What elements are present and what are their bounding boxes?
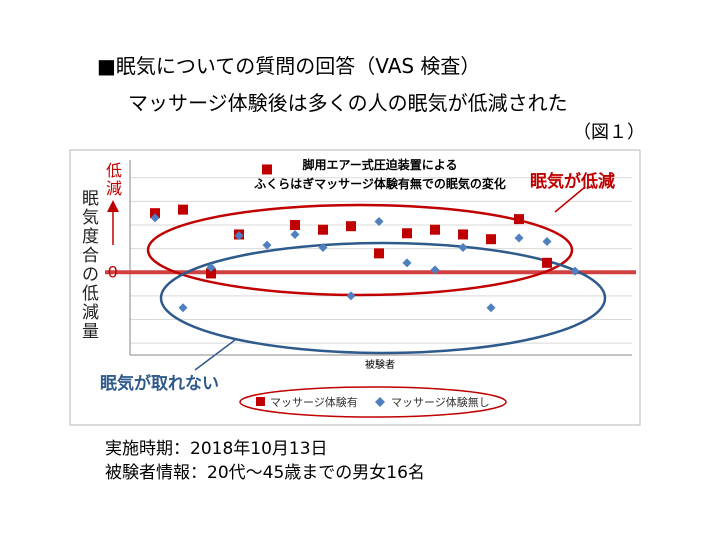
point-massage-without bbox=[262, 240, 272, 250]
point-massage-with bbox=[290, 220, 300, 230]
legend-label-with: マッサージ体験有 bbox=[270, 395, 358, 409]
chart-title-line-2: ふくらはぎマッサージ体験有無での眠気の変化 bbox=[254, 176, 506, 191]
point-massage-with bbox=[178, 204, 188, 215]
point-massage-without bbox=[514, 233, 524, 243]
positive-annotation: 眠気が低減 bbox=[530, 171, 615, 192]
y-axis-label: 眠気度合の低減量 bbox=[82, 189, 99, 342]
point-massage-without bbox=[206, 263, 216, 273]
chart-title-line-1: 脚用エアー式圧迫装置による bbox=[303, 157, 458, 172]
point-massage-without bbox=[178, 303, 188, 313]
point-massage-with bbox=[486, 234, 496, 245]
point-massage-without bbox=[150, 213, 160, 223]
x-axis-label: 被験者 bbox=[365, 358, 395, 371]
point-massage-with bbox=[514, 214, 524, 225]
point-massage-without bbox=[374, 216, 384, 226]
point-massage-without bbox=[430, 265, 440, 275]
zero-label: 0 bbox=[108, 262, 117, 281]
point-massage-without bbox=[570, 266, 580, 276]
point-massage-without bbox=[234, 231, 244, 241]
legend: マッサージ体験有 マッサージ体験無し bbox=[239, 386, 507, 418]
point-massage-with bbox=[318, 224, 328, 235]
point-massage-with bbox=[150, 208, 160, 219]
negative-annotation: 眠気が取れない bbox=[100, 373, 219, 394]
point-massage-with bbox=[262, 164, 272, 175]
y-arrow-label: 低減 bbox=[106, 161, 122, 198]
legend-square-icon bbox=[256, 397, 265, 406]
point-massage-without bbox=[458, 242, 468, 252]
point-massage-with bbox=[374, 248, 384, 259]
negative-ellipse bbox=[159, 241, 607, 355]
figure-label: （図１） bbox=[573, 122, 645, 143]
point-massage-with bbox=[402, 228, 412, 239]
legend-label-without: マッサージ体験無し bbox=[391, 395, 490, 409]
point-massage-with bbox=[458, 229, 468, 240]
positive-callout-line bbox=[554, 186, 586, 213]
series-layer bbox=[150, 164, 580, 313]
legend-diamond-icon bbox=[375, 397, 385, 407]
point-massage-with bbox=[206, 268, 216, 279]
point-massage-with bbox=[542, 257, 552, 268]
point-massage-without bbox=[318, 242, 328, 252]
positive-ellipse bbox=[146, 203, 574, 297]
y-axis-title: 低減 眠気度合の低減量 bbox=[82, 161, 122, 342]
legend-ellipse bbox=[239, 386, 507, 418]
page-subtitle: マッサージ体験後は多くの人の眠気が低減された bbox=[128, 91, 568, 115]
info-subjects: 被験者情報：20代～45歳までの男女16名 bbox=[105, 463, 425, 483]
point-massage-without bbox=[486, 303, 496, 313]
info-date: 実施時期：2018年10月13日 bbox=[105, 439, 328, 459]
chart-frame bbox=[69, 149, 641, 426]
page-title: ■眠気についての質問の回答（VAS 検査） bbox=[97, 54, 481, 78]
point-massage-with bbox=[346, 221, 356, 232]
negative-callout-line bbox=[194, 339, 236, 371]
point-massage-without bbox=[346, 291, 356, 301]
point-massage-without bbox=[402, 258, 412, 268]
point-massage-without bbox=[290, 229, 300, 239]
point-massage-with bbox=[430, 224, 440, 235]
point-massage-without bbox=[542, 237, 552, 247]
